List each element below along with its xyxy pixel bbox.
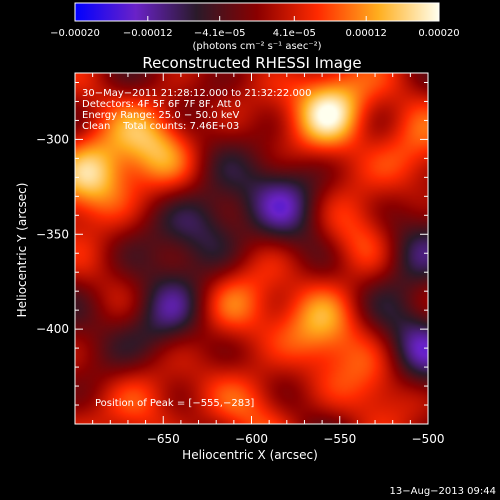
y-tick-label: −400 — [36, 322, 69, 336]
y-axis-label: Heliocentric Y (arcsec) — [15, 183, 29, 318]
info-line-energy: Energy Range: 25.0 − 50.0 keV — [82, 110, 239, 121]
colorbar-tick-label: −4.1e−05 — [194, 28, 246, 39]
info-line-counts: Clean Total counts: 7.46E+03 — [82, 121, 239, 132]
info-line-time: 30−May−2011 21:28:12.000 to 21:32:22.000 — [82, 88, 312, 99]
x-tick-label: −500 — [412, 432, 445, 446]
colorbar-tick-label: 0.00020 — [418, 28, 459, 39]
heatmap-image — [75, 73, 428, 424]
colorbar-tick-label: 4.1e−05 — [273, 28, 316, 39]
colorbar-label: (photons cm⁻² s⁻¹ asec⁻²) — [192, 41, 321, 52]
peak-position: Position of Peak = [−555,−283] — [95, 398, 254, 409]
chart-title: Reconstructed RHESSI Image — [142, 54, 361, 72]
colorbar-tick-label: 0.00012 — [346, 28, 387, 39]
x-axis-ticks: −650 −600 −550 −500 — [92, 73, 445, 446]
colorbar — [74, 2, 440, 22]
x-tick-label: −550 — [323, 432, 356, 446]
info-annotation: 30−May−2011 21:28:12.000 to 21:32:22.000… — [82, 88, 312, 132]
y-axis-ticks: −300 −350 −400 — [36, 81, 428, 406]
x-axis-label: Heliocentric X (arcsec) — [182, 448, 318, 462]
x-tick-label: −650 — [147, 432, 180, 446]
info-line-detectors: Detectors: 4F 5F 6F 7F 8F, Att 0 — [82, 99, 241, 110]
colorbar-tick-label: −0.00020 — [50, 28, 100, 39]
y-tick-label: −300 — [36, 132, 69, 146]
x-tick-label: −600 — [235, 432, 268, 446]
y-tick-label: −350 — [36, 227, 69, 241]
timestamp: 13−Aug−2013 09:44 — [390, 486, 496, 497]
colorbar-tick-label: −0.00012 — [123, 28, 173, 39]
colorbar-ticks: −0.00020 −0.00012 −4.1e−05 4.1e−05 0.00012 0.… — [50, 16, 460, 39]
